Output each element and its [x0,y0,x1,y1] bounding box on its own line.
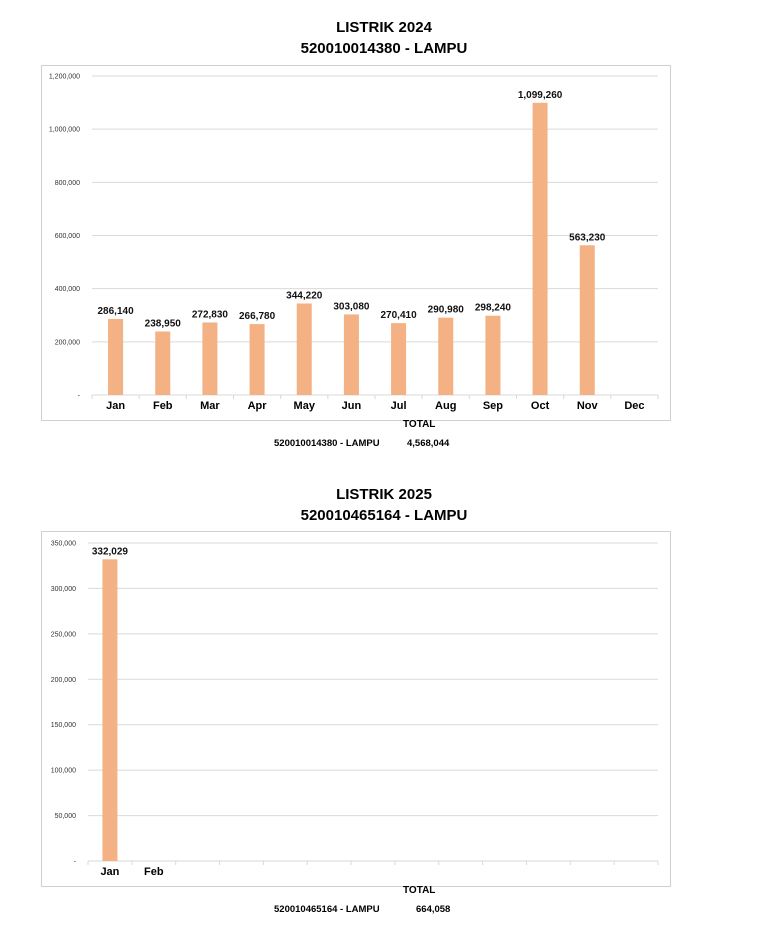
chart1-bar [579,245,595,395]
chart2-ytick-label: 200,000 [51,677,76,684]
chart2-total-heading: TOTAL [403,885,436,896]
chart2-plot: - 50,000 100,000 150,000 200,000 250,000 300,0… [51,541,659,878]
chart2-ytick-label: - [74,859,77,866]
chart1-xtick-label: Feb [153,400,173,412]
chart1-xtick-label: Jun [342,400,362,412]
chart2-frame: - 50,000 100,000 150,000 200,000 250,000 300,0… [41,531,671,887]
chart1-ytick-label: 400,000 [55,286,80,293]
chart2-ytick-label: 50,000 [55,813,77,820]
chart1-data-label: 303,080 [333,301,370,312]
chart1-bar [296,303,312,395]
chart1-ytick-label: 1,200,000 [49,74,80,81]
chart1-ytick-label: 200,000 [55,339,80,346]
chart1-xtick-label: Sep [483,400,503,412]
chart2-bar [102,559,118,861]
chart1-title-line2: 520010014380 - LAMPU [300,40,468,57]
chart1-ytick-label: 800,000 [55,180,80,187]
chart1-data-label: 286,140 [98,306,135,317]
chart1-title-line1: LISTRIK 2024 [336,19,432,36]
chart1-bar [108,318,124,395]
chart1-data-label: 272,830 [192,309,229,320]
chart1-data-label: 238,950 [145,318,182,329]
chart1-data-label: 290,980 [428,305,465,316]
chart1-data-label: 266,780 [239,311,276,322]
chart1-xtick-label: Oct [531,400,550,412]
chart1-xtick-label: Jul [391,400,407,412]
chart1-xtick-label: Nov [577,400,599,412]
chart2-ytick-label: 150,000 [51,722,76,729]
chart2-data-label: 332,029 [92,546,129,557]
chart2-ytick-label: 350,000 [51,541,76,548]
chart1-xtick-label: Apr [248,400,268,412]
chart1-xtick-label: Dec [624,400,644,412]
chart1-total-label: 520010014380 - LAMPU [274,438,380,449]
chart1-xtick-label: Jan [106,400,125,412]
chart2-total-value: 664,058 [416,904,451,915]
chart1-data-label: 563,230 [569,232,606,243]
chart1-bar [438,317,454,395]
chart1-bar [249,324,265,395]
chart2-ytick-label: 100,000 [51,768,76,775]
chart1-data-label: 1,099,260 [518,90,563,101]
chart1-bar [202,322,218,395]
chart1-bar [343,314,359,395]
chart1-xtick-label: Mar [200,400,220,412]
chart2-xtick-label: Feb [144,866,164,878]
chart1-data-label: 270,410 [381,310,418,321]
chart1-bar [532,102,548,396]
chart2-ytick-label: 300,000 [51,586,76,593]
chart1-bar [485,315,501,395]
chart2-title-line1: LISTRIK 2025 [336,486,432,503]
chart2-ytick-label: 250,000 [51,631,76,638]
chart2-total-label: 520010465164 - LAMPU [274,904,380,915]
chart1-total-heading: TOTAL [403,419,436,430]
chart1-bar [155,331,171,395]
chart1-data-label: 344,220 [286,290,323,301]
chart1-ytick-label: 1,000,000 [49,127,80,134]
chart1-xtick-label: May [294,400,316,412]
chart2-title-line2: 520010465164 - LAMPU [300,507,468,524]
chart1-ytick-label: 600,000 [55,233,80,240]
chart1-data-label: 298,240 [475,303,512,314]
chart1-bar [391,323,407,395]
chart1-total-value: 4,568,044 [407,438,450,449]
chart1-frame: - 200,000 400,000 600,000 800,000 1,000,000 1,… [41,65,671,421]
chart1-plot: - 200,000 400,000 600,000 800,000 1,000,000 1,… [49,74,659,412]
chart1-ytick-label: - [78,393,81,400]
chart1-xtick-label: Aug [435,400,456,412]
chart2-xtick-label: Jan [100,866,119,878]
